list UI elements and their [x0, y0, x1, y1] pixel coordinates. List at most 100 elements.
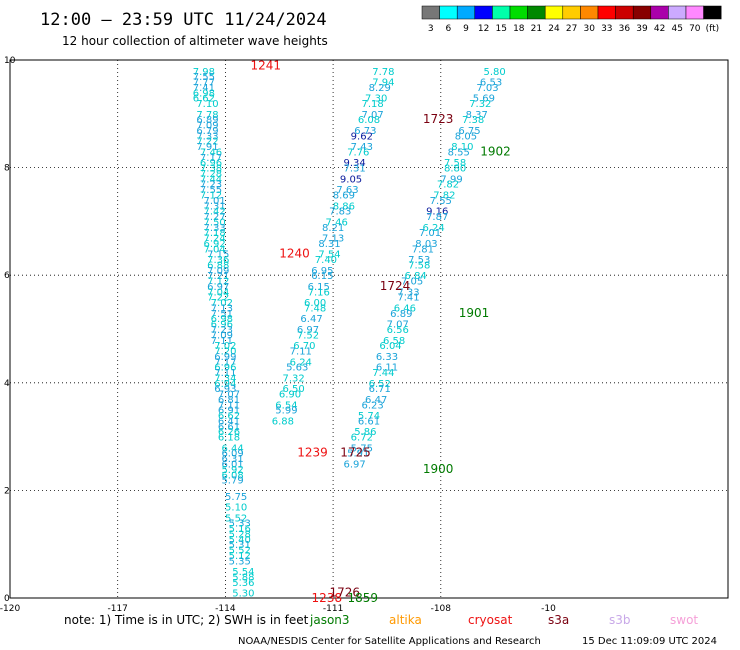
- wave-height-value: 6.79: [196, 126, 218, 137]
- wave-height-value: 7.48: [304, 303, 326, 314]
- wave-height-value: 7.55: [193, 72, 215, 83]
- legend-label: 42: [654, 24, 665, 34]
- pass-time-label: 1724: [380, 279, 411, 293]
- wave-height-value: 7.17: [200, 153, 222, 164]
- wave-height-value: 6.94: [214, 379, 236, 390]
- legend-swatch: [527, 5, 546, 20]
- legend-label: 24: [548, 24, 560, 34]
- wave-height-value: 6.61: [218, 422, 240, 433]
- wave-height-value: 6.71: [369, 384, 391, 395]
- legend-label: 12: [478, 24, 489, 34]
- wave-height-value: 6.53: [480, 78, 502, 89]
- wave-height-value: 7.03: [476, 83, 498, 94]
- wave-height-value: 7.43: [351, 142, 373, 153]
- wave-height-value: 6.62: [218, 411, 240, 422]
- pass-time-label: 1723: [423, 112, 454, 126]
- wave-height-value: 6.24: [422, 223, 444, 234]
- wave-height-value: 8.55: [448, 147, 470, 158]
- wave-height-value: 8.21: [322, 223, 344, 234]
- legend-label: 3: [428, 24, 434, 34]
- wave-height-value: 6.15: [311, 271, 333, 282]
- wave-height-value: 8.10: [451, 142, 473, 153]
- wave-height-value: 5.74: [358, 411, 380, 422]
- wave-height-value: 6.31: [221, 454, 243, 465]
- legend-swatch: [668, 5, 687, 20]
- wave-height-value: 6.98: [193, 88, 215, 99]
- wave-height-value: 6.84: [405, 271, 427, 282]
- wave-height-value: 7.20: [214, 347, 236, 358]
- wave-height-value: 6.73: [354, 126, 376, 137]
- wave-height-value: 6.95: [311, 266, 333, 277]
- wave-height-value: 7.58: [444, 158, 466, 169]
- legend-label: 21: [531, 24, 542, 34]
- satellite-name: s3a: [548, 613, 569, 627]
- x-tick-label: -10: [541, 604, 556, 614]
- wave-height-value: 6.58: [383, 336, 405, 347]
- wave-height-value: 7.10: [196, 99, 218, 110]
- legend-label: 39: [636, 24, 648, 34]
- pass-time-label: 1241: [251, 58, 282, 72]
- y-tick-label: 4: [4, 379, 10, 389]
- legend-label: (ft): [706, 24, 720, 34]
- wave-height-value: 7.51: [211, 309, 233, 320]
- wave-height-value: 7.46: [326, 217, 348, 228]
- wave-height-value: 7.02: [211, 298, 233, 309]
- legend-swatch: [632, 5, 652, 20]
- wave-height-value: 6.44: [221, 443, 243, 454]
- wave-height-value: 6.08: [358, 115, 380, 126]
- wave-height-value: 8.31: [318, 239, 340, 250]
- color-legend: 3 6 9 12 15 18 21 24 27 30 33 36 39 42 45 70 (ft): [421, 5, 722, 34]
- wave-height-value: 7.13: [211, 303, 233, 314]
- wave-height-value: 7.98: [193, 67, 215, 78]
- wave-height-value: 6.70: [293, 341, 315, 352]
- legend-swatch: [597, 5, 616, 20]
- legend-swatch: [456, 5, 476, 20]
- wave-height-value: 8.37: [466, 110, 488, 121]
- wave-height-value: 5.40: [229, 535, 251, 546]
- wave-height-value: 9.16: [426, 207, 448, 218]
- wave-height-value: 7.13: [322, 234, 344, 245]
- wave-height-value: 6.00: [304, 298, 326, 309]
- pass-time-labels: 1241 1240 1239 1238 1723 1724 1725 1726 1902 1901…: [251, 58, 511, 605]
- wave-height-value: 5.69: [473, 94, 495, 105]
- pass-time-label: 1239: [297, 446, 328, 460]
- wave-height-value: 7.54: [318, 250, 340, 261]
- wave-height-value: 7.18: [203, 228, 225, 239]
- wave-height-value: 6.41: [218, 416, 240, 427]
- wave-height-value: 7.78: [372, 67, 394, 78]
- wave-height-value: 5.30: [232, 589, 254, 600]
- wave-height-value: 7.09: [207, 266, 229, 277]
- wave-height-value: 7.22: [207, 293, 229, 304]
- wave-height-value: 7.01: [419, 228, 441, 239]
- wave-height-value: 7.55: [430, 196, 452, 207]
- footer-credit: NOAA/NESDIS Center for Satellite Applica…: [238, 636, 541, 647]
- x-tick-label: -108: [431, 604, 452, 614]
- legend-label: 15: [495, 24, 506, 34]
- wave-height-value: 7.78: [196, 110, 218, 121]
- wave-height-value: 7.41: [193, 83, 215, 94]
- x-tick-label: -117: [107, 604, 127, 614]
- wave-height-value: 7.07: [387, 320, 409, 331]
- wave-height-value: 7.55: [200, 185, 222, 196]
- wave-height-value: 5.79: [221, 476, 243, 487]
- legend-swatch: [580, 5, 599, 20]
- grid-lines: [10, 60, 728, 598]
- wave-height-value: 7.94: [372, 78, 394, 89]
- wave-height-value: 7.04: [203, 244, 225, 255]
- legend-swatch: [544, 5, 564, 20]
- legend-label: 9: [463, 24, 469, 34]
- satellite-name: cryosat: [468, 613, 513, 627]
- wave-height-value: 7.11: [211, 336, 233, 347]
- wave-height-value: 6.23: [361, 400, 383, 411]
- wave-height-value: 7.44: [200, 174, 222, 185]
- pass-time-label: 1902: [480, 144, 511, 158]
- wave-height-value: 7.41: [397, 293, 419, 304]
- wave-height-value: 5.75: [225, 492, 247, 503]
- wave-height-value: 7.01: [203, 196, 225, 207]
- wave-height-value: 5.35: [229, 556, 251, 567]
- wave-height-value: 5.52: [229, 546, 251, 557]
- pass-time-label: 1725: [340, 446, 371, 460]
- wave-height-value: 7.15: [207, 250, 229, 261]
- wave-height-value: 7.27: [203, 212, 225, 223]
- chart-title: 12:00 – 23:59 UTC 11/24/2024: [40, 10, 327, 30]
